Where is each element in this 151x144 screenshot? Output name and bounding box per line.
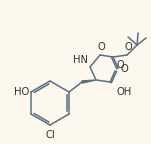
Text: O: O [120,64,128,74]
Text: OH: OH [116,87,131,97]
Text: HO: HO [14,87,29,97]
Text: O: O [116,60,124,70]
Text: O: O [124,42,132,52]
Text: Cl: Cl [45,130,55,140]
Text: HN: HN [73,55,88,65]
Text: O: O [97,42,105,52]
Polygon shape [82,80,96,83]
